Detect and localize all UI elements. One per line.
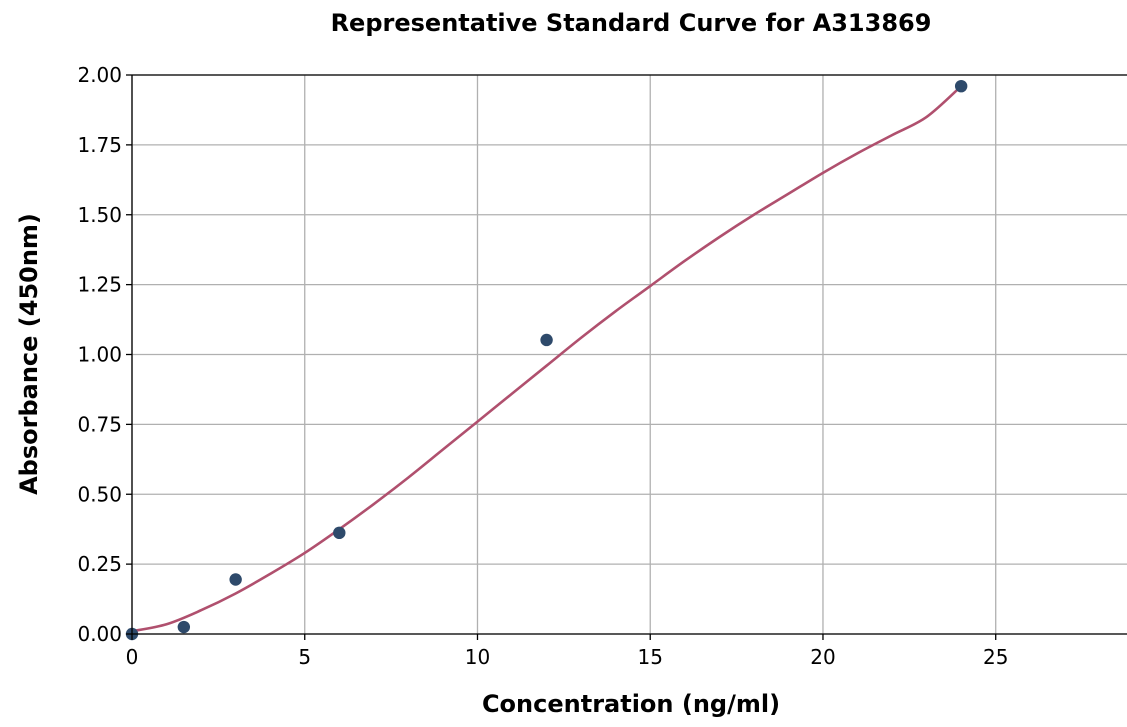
data-point xyxy=(177,620,191,634)
y-tick-label: 1.25 xyxy=(77,273,122,297)
y-tick-label: 1.50 xyxy=(77,203,122,227)
axes xyxy=(126,74,1127,640)
x-axis-label: Concentration (ng/ml) xyxy=(482,690,780,718)
chart-title: Representative Standard Curve for A31386… xyxy=(331,9,932,37)
data-point xyxy=(229,573,242,586)
y-tick-label: 0.50 xyxy=(77,482,122,506)
grid-lines xyxy=(131,74,1127,635)
data-point xyxy=(954,79,968,93)
data-point xyxy=(540,333,553,347)
x-tick-label: 10 xyxy=(465,645,490,669)
y-tick-label: 1.75 xyxy=(77,133,122,157)
y-tick-label: 1.00 xyxy=(77,343,122,367)
tick-labels: 0 5 10 15 20 25 0.00 0.25 0.50 0.75 1.00 1.25 1.50 1.… xyxy=(77,63,1008,669)
y-tick-label: 0.25 xyxy=(77,552,122,576)
x-tick-label: 25 xyxy=(983,645,1008,669)
x-tick-label: 0 xyxy=(126,645,139,669)
y-axis-label: Absorbance (450nm) xyxy=(15,213,43,495)
y-tick-label: 2.00 xyxy=(77,63,122,87)
y-tick-label: 0.75 xyxy=(77,412,122,436)
x-tick-label: 15 xyxy=(638,645,663,669)
data-points-layer xyxy=(125,79,968,641)
fitted-curve-layer xyxy=(131,85,963,633)
axis-spines xyxy=(131,74,1127,635)
y-tick-label: 0.00 xyxy=(77,622,122,646)
data-point xyxy=(333,526,346,540)
fitted-curve-line xyxy=(131,85,963,633)
x-tick-label: 20 xyxy=(810,645,835,669)
x-tick-label: 5 xyxy=(298,645,311,669)
